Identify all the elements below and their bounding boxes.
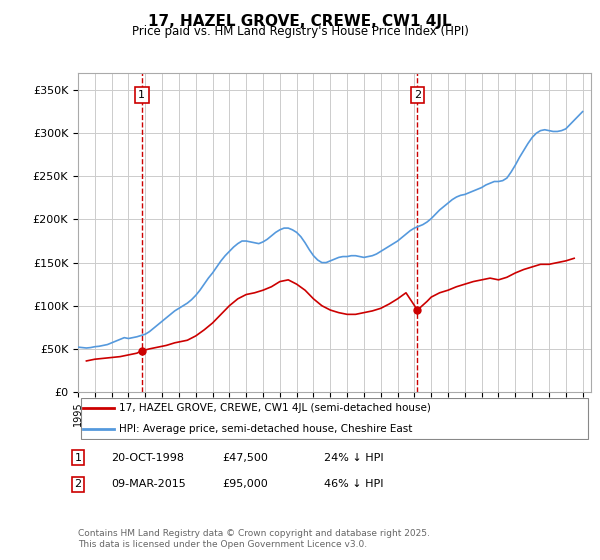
FancyBboxPatch shape: [80, 399, 589, 439]
Text: 09-MAR-2015: 09-MAR-2015: [111, 479, 186, 489]
Text: £47,500: £47,500: [222, 452, 268, 463]
Text: 24% ↓ HPI: 24% ↓ HPI: [324, 452, 383, 463]
Text: 20-OCT-1998: 20-OCT-1998: [111, 452, 184, 463]
Text: HPI: Average price, semi-detached house, Cheshire East: HPI: Average price, semi-detached house,…: [119, 424, 412, 434]
Text: 1: 1: [138, 90, 145, 100]
Text: 17, HAZEL GROVE, CREWE, CW1 4JL: 17, HAZEL GROVE, CREWE, CW1 4JL: [148, 14, 452, 29]
Text: Price paid vs. HM Land Registry's House Price Index (HPI): Price paid vs. HM Land Registry's House …: [131, 25, 469, 38]
Text: 17, HAZEL GROVE, CREWE, CW1 4JL (semi-detached house): 17, HAZEL GROVE, CREWE, CW1 4JL (semi-de…: [119, 403, 431, 413]
Text: 2: 2: [74, 479, 82, 489]
Text: Contains HM Land Registry data © Crown copyright and database right 2025.
This d: Contains HM Land Registry data © Crown c…: [78, 529, 430, 549]
Text: £95,000: £95,000: [222, 479, 268, 489]
Text: 46% ↓ HPI: 46% ↓ HPI: [324, 479, 383, 489]
Text: 1: 1: [74, 452, 82, 463]
Text: 2: 2: [414, 90, 421, 100]
